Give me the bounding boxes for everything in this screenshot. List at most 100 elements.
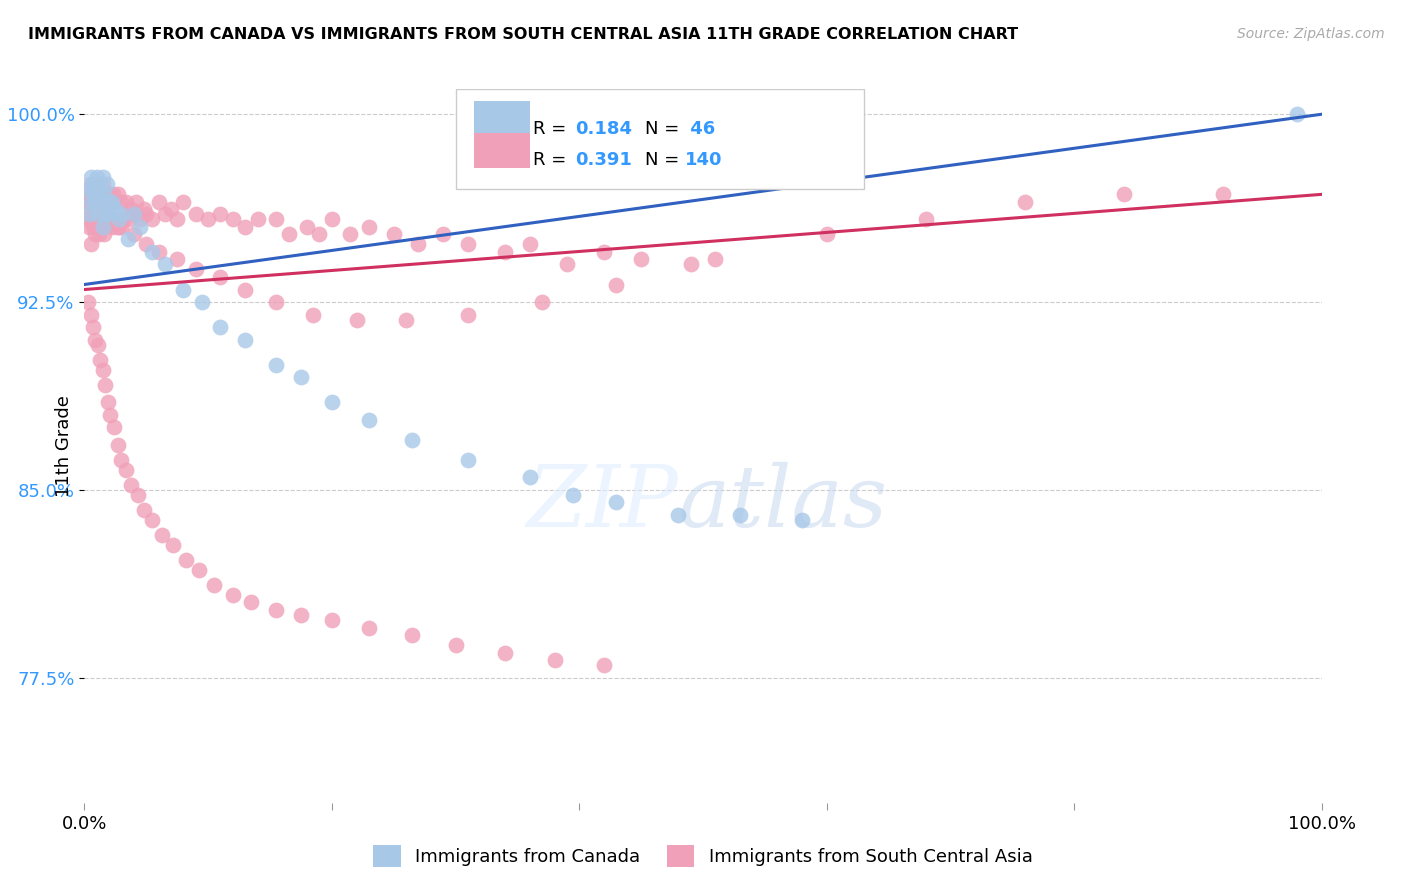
Point <box>93 227 115 242</box>
Point <box>209 207 232 221</box>
Point <box>728 508 751 522</box>
Point <box>97 187 120 202</box>
Point <box>84 227 107 242</box>
Point <box>87 212 110 227</box>
Point <box>135 207 157 221</box>
Point <box>339 227 361 242</box>
Point <box>125 194 148 209</box>
Point <box>401 433 423 447</box>
Point <box>90 219 112 234</box>
Point <box>593 658 616 673</box>
Point <box>129 212 152 227</box>
Point <box>153 207 176 221</box>
Point <box>93 187 115 202</box>
Point <box>98 408 121 422</box>
Point <box>100 219 122 234</box>
Point <box>89 352 111 367</box>
Point <box>77 212 100 227</box>
Text: 46: 46 <box>685 120 716 138</box>
Point <box>104 194 127 209</box>
Point <box>184 207 207 221</box>
Point <box>519 237 541 252</box>
Point <box>98 194 121 209</box>
Point <box>148 194 170 209</box>
Point <box>302 308 325 322</box>
Point <box>357 621 380 635</box>
Point <box>80 187 103 202</box>
Point <box>83 207 105 221</box>
Point <box>562 488 585 502</box>
Point <box>166 212 188 227</box>
Legend: Immigrants from Canada, Immigrants from South Central Asia: Immigrants from Canada, Immigrants from … <box>366 838 1040 874</box>
Point <box>77 187 100 202</box>
Text: Source: ZipAtlas.com: Source: ZipAtlas.com <box>1237 27 1385 41</box>
Point <box>129 219 152 234</box>
Point <box>104 212 127 227</box>
Point <box>666 508 689 522</box>
Point <box>105 219 128 234</box>
Point <box>357 219 380 234</box>
Point <box>222 588 245 602</box>
Point <box>166 252 188 267</box>
Point <box>93 187 115 202</box>
Point <box>135 237 157 252</box>
Point <box>89 212 111 227</box>
Point <box>86 187 108 202</box>
Point <box>90 194 112 209</box>
Point <box>605 277 627 292</box>
Point <box>321 613 343 627</box>
Point <box>457 237 479 252</box>
Point <box>914 212 936 227</box>
Point <box>77 295 100 310</box>
Text: 0.184: 0.184 <box>575 120 633 138</box>
Point <box>209 270 232 285</box>
Text: N =: N = <box>645 152 685 169</box>
Point <box>79 308 101 322</box>
Point <box>84 333 107 347</box>
Point <box>605 495 627 509</box>
Point <box>115 463 138 477</box>
Point <box>91 212 114 227</box>
Point <box>132 503 155 517</box>
Point <box>94 194 117 209</box>
Point <box>555 257 578 271</box>
Point <box>103 420 125 434</box>
Point <box>408 237 430 252</box>
Point <box>98 207 121 221</box>
Point <box>80 212 103 227</box>
Point <box>1014 194 1036 209</box>
Point <box>101 187 124 202</box>
Point <box>127 488 149 502</box>
Point <box>233 283 256 297</box>
Point <box>679 257 702 271</box>
Point <box>82 194 104 209</box>
Point <box>494 646 516 660</box>
Point <box>264 295 287 310</box>
Point <box>593 244 616 259</box>
Point <box>122 207 145 221</box>
Point <box>107 187 129 202</box>
Point <box>86 169 108 184</box>
Point <box>395 312 418 326</box>
Y-axis label: 11th Grade: 11th Grade <box>55 395 73 497</box>
Point <box>79 178 101 192</box>
Point <box>89 227 111 242</box>
Point <box>118 212 141 227</box>
Point <box>1285 107 1308 121</box>
Point <box>457 308 479 322</box>
Point <box>222 212 245 227</box>
Point <box>79 169 101 184</box>
Point <box>108 219 131 234</box>
Point <box>630 252 652 267</box>
Point <box>172 194 194 209</box>
Point <box>321 395 343 409</box>
Point <box>103 212 125 227</box>
Point <box>233 219 256 234</box>
Point <box>141 212 163 227</box>
Point <box>264 603 287 617</box>
Point <box>91 169 114 184</box>
Point <box>290 370 312 384</box>
Point <box>91 362 114 376</box>
Point <box>107 438 129 452</box>
Point <box>290 607 312 622</box>
